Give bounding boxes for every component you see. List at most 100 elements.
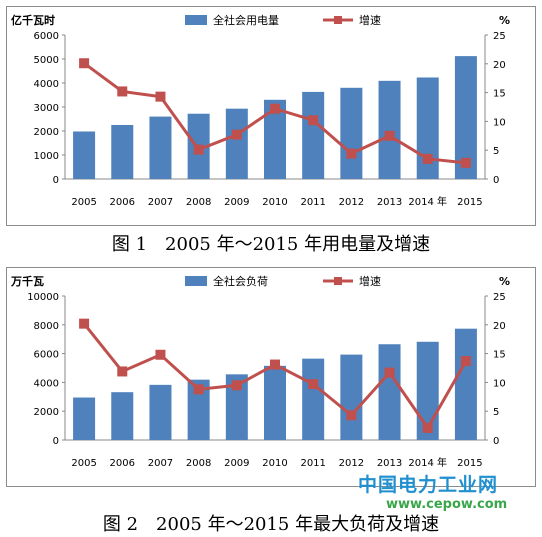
x-tick-label: 2012 <box>339 197 364 208</box>
y-tick-left: 4000 <box>34 378 59 389</box>
x-tick-label: 2007 <box>148 458 173 469</box>
growth-rate-point-2007 <box>155 91 166 102</box>
bar-2007 <box>149 116 172 179</box>
bar-2008 <box>187 379 210 440</box>
chart-panel-electricity-consumption: 亿千瓦时% 全社会用电量 增速 0 1000 2000 3000 4000 5000 6000 0 5… <box>6 6 536 226</box>
y-tick-right: 10 <box>493 117 506 128</box>
growth-rate-point-2006 <box>117 366 128 377</box>
growth-rate-point-2012 <box>346 148 357 159</box>
legend-label-bar: 全社会负荷 <box>213 274 268 288</box>
y-tick-right: 10 <box>493 378 506 389</box>
legend: 全社会用电量 增速 <box>185 13 381 27</box>
chart-max-load: 万千瓦 % 全社会负荷 增速 0 2000 4000 6000 8000 10000 0 5 10 15 2… <box>10 274 510 469</box>
bar-2007 <box>149 384 172 440</box>
x-tick-label: 2013 <box>377 197 402 208</box>
x-tick-label: 2011 <box>300 197 325 208</box>
x-tick-label: 2014 年 <box>408 195 447 208</box>
growth-rate-point-2015 <box>460 356 471 367</box>
x-tick-label: 2015 <box>457 458 482 469</box>
x-tick-label: 2009 <box>224 197 249 208</box>
bar-2015 <box>454 328 477 440</box>
bar-2013 <box>378 344 401 440</box>
growth-rate-point-2010 <box>270 103 280 114</box>
figure-caption-1: 图 1 2005 年～2015 年用电量及增速 <box>111 234 431 255</box>
legend-marker-line <box>334 277 342 285</box>
growth-rate-point-2012 <box>346 410 357 421</box>
x-tick-label: 2006 <box>110 458 135 469</box>
bar-2013 <box>378 80 401 179</box>
growth-rate-point-2013 <box>384 130 395 141</box>
growth-rate-point-2011 <box>308 379 319 390</box>
y-tick-left: 10000 <box>27 292 59 303</box>
bar-2010 <box>264 99 286 179</box>
x-tick-label: 2005 <box>71 458 96 469</box>
y-tick-left: 5000 <box>34 55 59 66</box>
growth-rate-point-2009 <box>231 129 242 140</box>
x-tick-label: 2007 <box>148 197 173 208</box>
x-tick-label: 2009 <box>224 458 249 469</box>
bar-2014 <box>416 77 439 179</box>
bar-2011 <box>302 358 325 440</box>
y-tick-right: 20 <box>493 60 506 71</box>
legend: 全社会负荷 增速 <box>185 274 381 288</box>
y-tick-right: 0 <box>493 175 499 186</box>
x-tick-label: 2008 <box>186 458 211 469</box>
legend-label-line: 增速 <box>359 274 381 288</box>
growth-rate-point-2014 <box>422 153 433 164</box>
growth-rate-point-2008 <box>193 144 204 155</box>
x-tick-label: 2015 <box>457 197 482 208</box>
growth-rate-point-2007 <box>155 349 166 360</box>
growth-rate-point-2008 <box>193 384 204 395</box>
x-tick-label: 2014 年 <box>408 456 447 469</box>
y-tick-left: 6000 <box>34 31 59 42</box>
y-tick-left: 3000 <box>34 103 59 114</box>
chart-panel-max-load: 万千瓦% 全社会负荷 增速 0 2000 4000 6000 8000 10000 0 5 10 15 2… <box>6 267 536 487</box>
bar-2011 <box>302 91 325 179</box>
chart-electricity-consumption: 亿千瓦时 % 全社会用电量 增速 0 1000 2000 3000 4000 5000 6000 0 5… <box>11 13 510 208</box>
y-tick-left: 0 <box>53 175 59 186</box>
y-axis-right-title: % <box>499 14 510 27</box>
figure-caption-2: 图 2 2005 年～2015 年最大负荷及增速 <box>102 514 440 535</box>
x-tick-label: 2011 <box>300 458 325 469</box>
growth-rate-point-2010 <box>270 359 280 370</box>
bar-2006 <box>111 392 134 440</box>
y-tick-left: 1000 <box>34 151 59 162</box>
x-tick-label: 2006 <box>110 197 135 208</box>
y-axis-left-title: 万千瓦 <box>10 274 44 288</box>
growth-rate-point-2014 <box>422 422 433 433</box>
y-axis-right-title: % <box>499 275 510 288</box>
bar-2005 <box>73 397 96 440</box>
y-tick-left: 0 <box>53 436 59 447</box>
growth-rate-point-2013 <box>384 367 395 378</box>
legend-swatch-bar <box>185 276 207 286</box>
x-tick-label: 2010 <box>262 197 287 208</box>
bar-2009 <box>225 374 248 440</box>
y-tick-left: 6000 <box>34 350 59 361</box>
y-tick-left: 8000 <box>34 321 59 332</box>
bar-2005 <box>73 131 96 179</box>
growth-rate-point-2006 <box>117 86 128 97</box>
legend-label-bar: 全社会用电量 <box>213 13 279 27</box>
bar-2010 <box>264 365 286 440</box>
growth-rate-point-2011 <box>308 115 319 126</box>
watermark-site-name: 中国电力工业网 <box>358 474 499 496</box>
growth-rate-point-2005 <box>79 58 90 69</box>
y-tick-left: 2000 <box>34 127 59 138</box>
y-tick-right: 5 <box>493 146 499 157</box>
legend-swatch-bar <box>185 15 207 25</box>
legend-label-line: 增速 <box>359 13 381 27</box>
x-tick-label: 2008 <box>186 197 211 208</box>
y-tick-right: 25 <box>493 31 506 42</box>
y-tick-right: 15 <box>493 89 506 100</box>
growth-rate-point-2009 <box>231 380 242 391</box>
y-tick-right: 25 <box>493 292 506 303</box>
growth-rate-point-2015 <box>460 157 471 168</box>
bar-2009 <box>225 108 248 179</box>
x-tick-label: 2010 <box>262 458 287 469</box>
watermark-site-url: www.cepow.com <box>386 497 508 512</box>
y-tick-right: 5 <box>493 407 499 418</box>
x-tick-label: 2012 <box>339 458 364 469</box>
y-tick-right: 0 <box>493 436 499 447</box>
y-tick-left: 4000 <box>34 79 59 90</box>
x-tick-label: 2013 <box>377 458 402 469</box>
